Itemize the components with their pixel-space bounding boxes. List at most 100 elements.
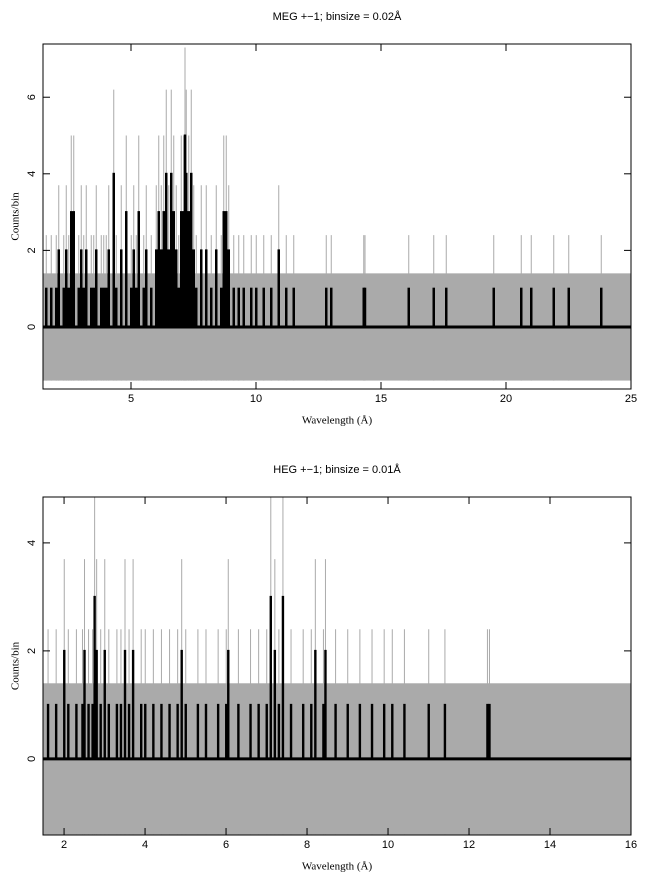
bar [492, 287, 495, 328]
bar [90, 287, 93, 328]
bar [250, 287, 253, 328]
bar [80, 249, 83, 328]
bar [107, 249, 110, 328]
bar [190, 172, 193, 328]
bar [285, 287, 288, 328]
bar [220, 287, 223, 328]
bar [222, 211, 225, 328]
bar [210, 287, 213, 328]
y-tick-label: 6 [26, 94, 38, 100]
bar [225, 211, 228, 328]
plot-frame [42, 496, 632, 836]
bar [530, 287, 533, 328]
bar [102, 287, 105, 328]
bar [180, 211, 183, 328]
bar [567, 287, 570, 328]
bar [237, 287, 240, 328]
y-tick-label: 2 [26, 247, 38, 253]
chart-title: MEG +−1; binsize = 0.02Å [273, 10, 402, 23]
x-tick-label: 14 [544, 839, 556, 851]
bar [50, 287, 53, 328]
bar [200, 249, 203, 328]
chart-title: HEG +−1; binsize = 0.01Å [273, 463, 401, 476]
bar [135, 287, 138, 328]
y-tick-label: 4 [26, 171, 38, 177]
bar [205, 249, 208, 328]
y-tick-label: 2 [26, 648, 38, 654]
bar [137, 211, 140, 328]
y-tick-label: 4 [26, 540, 38, 546]
bar [270, 287, 273, 328]
plot-frame [42, 43, 632, 390]
y-tick-label: 0 [26, 324, 38, 330]
bar [112, 172, 115, 328]
bar [105, 287, 108, 328]
bar [185, 172, 188, 328]
bar [292, 287, 295, 328]
bar [227, 249, 230, 328]
bar [95, 249, 98, 328]
bar [262, 287, 265, 328]
y-axis-label: Counts/bin [10, 641, 22, 690]
x-tick-label: 12 [463, 839, 475, 851]
bar [215, 249, 218, 328]
bar [162, 211, 165, 328]
bar [150, 287, 153, 328]
bar [363, 287, 367, 328]
bar [242, 287, 245, 328]
bar [255, 287, 258, 328]
bar [177, 287, 180, 328]
y-axis-label: Counts/bin [10, 192, 22, 241]
bar [160, 249, 163, 328]
bar [92, 287, 95, 328]
bar [55, 287, 58, 328]
bar [70, 211, 73, 328]
x-tick-label: 2 [61, 839, 67, 851]
bar [195, 287, 198, 328]
bar [172, 211, 175, 328]
bar [65, 249, 68, 328]
bar [277, 249, 280, 328]
bar [77, 287, 80, 328]
bar [145, 249, 148, 328]
plot-area [43, 497, 631, 835]
bar [115, 287, 118, 328]
bar [432, 287, 435, 328]
bar [600, 287, 603, 328]
bar [175, 249, 178, 328]
bar [165, 172, 168, 328]
bar [82, 287, 85, 328]
x-tick-label: 6 [223, 839, 229, 851]
bar [407, 287, 410, 328]
bar [552, 287, 555, 328]
x-tick-label: 15 [375, 393, 387, 405]
bar [120, 249, 123, 328]
bar [325, 287, 328, 328]
bar [445, 287, 448, 328]
bar [170, 172, 173, 328]
bar [130, 287, 133, 328]
panel: 2 4 6 8 10 12 14 16 0 2 4 HEG +−1; binsize = 0.01Å W… [10, 463, 638, 873]
bar [125, 211, 128, 328]
bar [232, 287, 235, 328]
x-tick-label: 10 [250, 393, 262, 405]
x-tick-label: 8 [304, 839, 310, 851]
bar [67, 287, 70, 328]
bar [72, 211, 75, 328]
bar [142, 287, 145, 328]
x-tick-label: 16 [625, 839, 637, 851]
plot-area [43, 47, 631, 381]
bar [155, 249, 158, 328]
bar [187, 211, 190, 328]
bar [520, 287, 523, 328]
panel: 5 10 15 20 25 0 2 4 6 MEG +−1; binsize = 0.02Å Wav… [10, 10, 638, 427]
x-tick-label: 4 [142, 839, 148, 851]
y-tick-label: 0 [26, 756, 38, 762]
bar [330, 287, 333, 328]
bar [132, 249, 135, 328]
x-tick-label: 5 [128, 393, 134, 405]
bar [45, 287, 48, 328]
bar [57, 249, 60, 328]
x-axis-label: Wavelength (Å) [302, 415, 373, 427]
